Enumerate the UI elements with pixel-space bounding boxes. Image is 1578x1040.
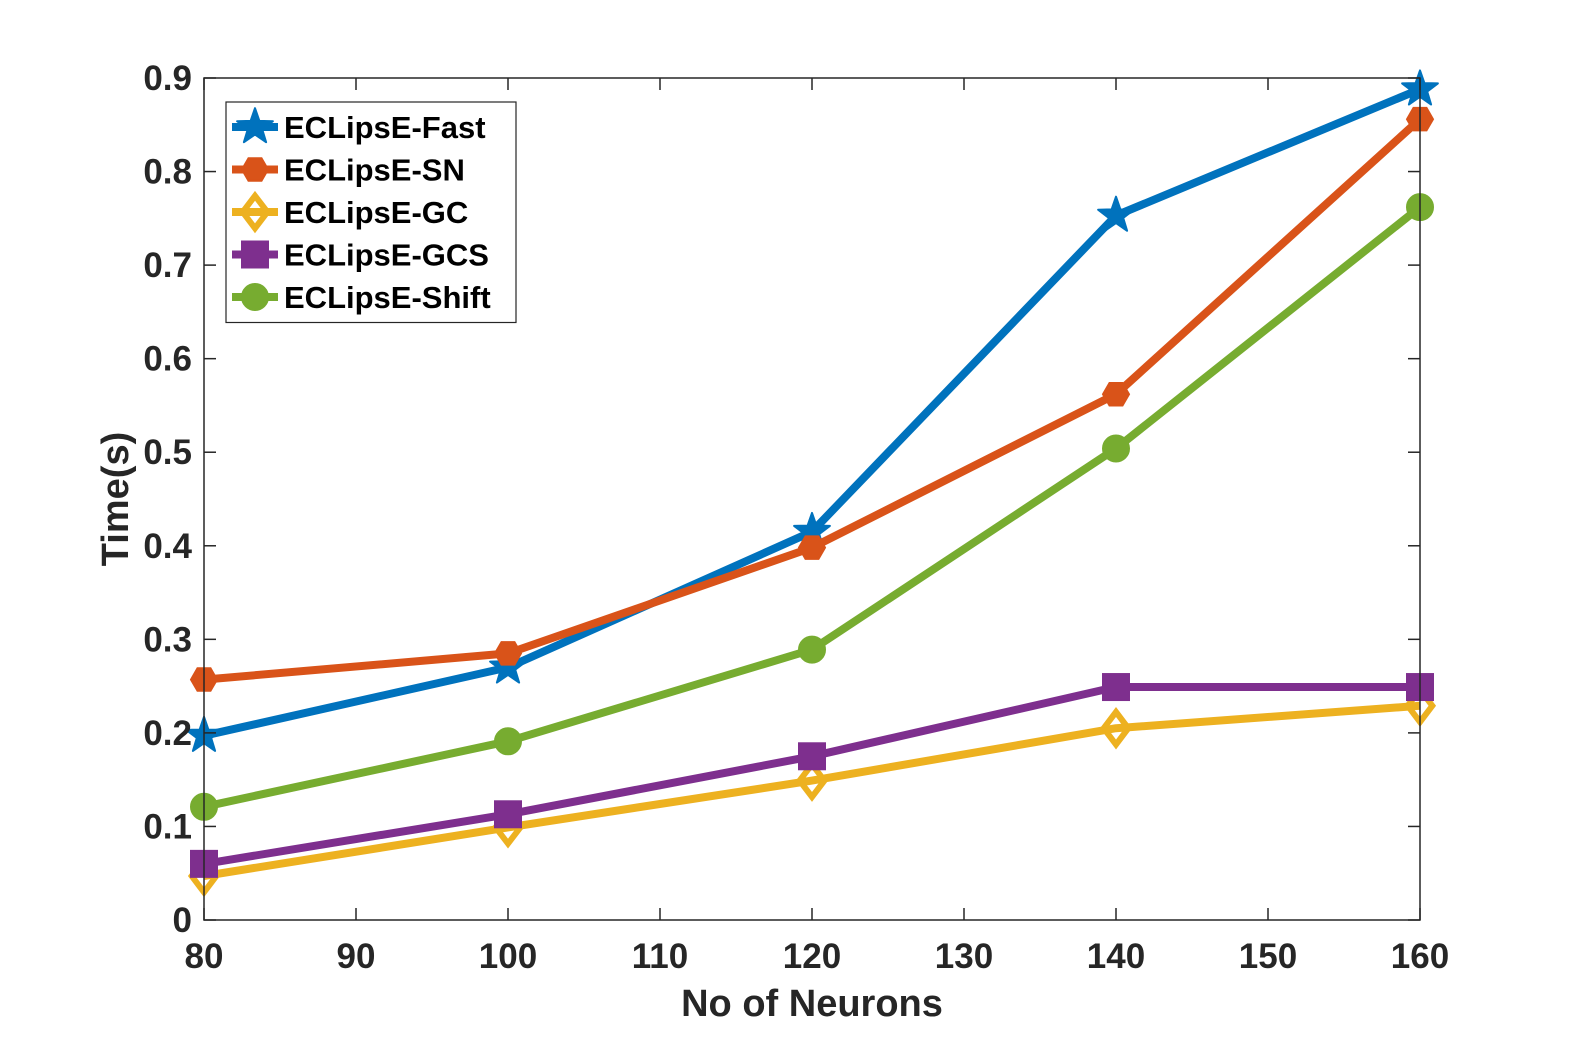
y-tick-label: 0: [173, 901, 192, 940]
legend-item-eclipse-fast: ECLipsE-Fast: [232, 107, 486, 145]
series-eclipse-sn: [189, 106, 1435, 692]
x-tick-label: 160: [1391, 937, 1449, 976]
data-point: [1099, 707, 1133, 750]
x-tick-label: 100: [479, 937, 537, 976]
x-tick-label: 140: [1087, 937, 1145, 976]
legend-item-eclipse-gcs: ECLipsE-GCS: [232, 238, 489, 273]
legend-item-eclipse-sn: ECLipsE-SN: [232, 153, 465, 188]
y-tick-label: 0.2: [143, 714, 192, 753]
data-point: [1097, 195, 1135, 232]
x-tick-label: 110: [632, 937, 688, 976]
x-axis-label: No of Neurons: [681, 983, 943, 1025]
series-line: [203, 701, 1421, 880]
legend: ECLipsE-Fast ECLipsE-SN ECLipsE-GC ECLipsE-…: [225, 101, 517, 324]
data-point: [798, 635, 826, 664]
y-axis-label: Time(s): [95, 432, 137, 566]
legend-marker: [241, 240, 269, 269]
data-point: [1101, 382, 1131, 407]
legend-label: ECLipsE-Shift: [284, 280, 491, 315]
y-tick-label: 0.3: [143, 620, 192, 659]
x-tick-label: 80: [185, 937, 224, 976]
legend-marker: [236, 107, 274, 144]
legend-marker: [238, 190, 272, 234]
legend-label: ECLipsE-SN: [284, 153, 465, 188]
y-tick-label: 0.1: [143, 807, 192, 846]
y-tick-label: 0.7: [143, 246, 192, 285]
series-layer: [185, 69, 1439, 898]
legend-label: ECLipsE-Fast: [284, 110, 486, 145]
y-tick-label: 0.4: [143, 527, 192, 566]
y-tick-label: 0.8: [143, 153, 192, 192]
legend-marker: [241, 283, 269, 311]
x-tick-label: 120: [783, 937, 841, 976]
legend-label: ECLipsE-GCS: [284, 238, 489, 273]
x-tick-label: 90: [337, 937, 376, 976]
y-tick-label: 0.6: [143, 340, 192, 379]
data-point: [798, 742, 826, 771]
legend-marker: [240, 157, 270, 182]
data-point: [494, 727, 522, 756]
x-tick-label: 130: [935, 937, 993, 976]
legend-item-eclipse-shift: ECLipsE-Shift: [232, 280, 491, 315]
y-tick-label: 0.5: [143, 433, 192, 472]
data-point: [1102, 434, 1130, 463]
data-point: [797, 535, 827, 560]
y-tick-label: 0.9: [143, 59, 192, 98]
data-point: [1102, 673, 1130, 702]
x-tick-label: 150: [1239, 937, 1297, 976]
legend-item-eclipse-gc: ECLipsE-GC: [232, 190, 468, 234]
series-eclipse-shift: [190, 193, 1434, 821]
data-point: [493, 641, 523, 666]
legend-label: ECLipsE-GC: [284, 195, 468, 230]
data-point: [494, 800, 522, 829]
data-point: [795, 759, 829, 802]
ticks-layer: 80 90 100 110 120 130 140 150 160 0 0.1 0.2 0.3 0.4 0.…: [143, 59, 1449, 976]
